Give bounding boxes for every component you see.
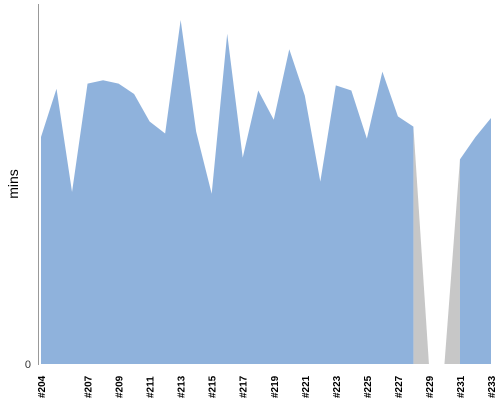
data-point-224[interactable] (348, 88, 354, 94)
duration-area (459, 118, 491, 364)
data-point-228[interactable] (410, 124, 416, 130)
data-point-227[interactable] (395, 113, 401, 119)
x-tick-label[interactable]: #211 (146, 376, 157, 398)
data-point-212[interactable] (162, 131, 168, 137)
y-tick-label: 0 (25, 359, 31, 371)
data-point-216[interactable] (224, 31, 230, 37)
data-point-222[interactable] (317, 179, 323, 185)
data-point-210[interactable] (131, 91, 137, 97)
data-point-223[interactable] (333, 82, 339, 88)
x-tick-label[interactable]: #207 (84, 375, 95, 398)
data-point-211[interactable] (147, 118, 153, 124)
data-point-225[interactable] (364, 136, 370, 142)
failed-segment-230 (444, 159, 460, 364)
x-tick-label[interactable]: #209 (115, 375, 126, 398)
x-tick-labels: #204 #207 #209 #211 #213 #215 #217 #219 #221 #223… (37, 375, 498, 398)
data-point-226[interactable] (379, 69, 385, 75)
data-point-209[interactable] (116, 81, 122, 87)
data-point-220[interactable] (286, 46, 292, 52)
x-tick-label[interactable]: #221 (301, 375, 312, 398)
data-point-233[interactable] (488, 115, 494, 121)
data-point-231[interactable] (457, 156, 463, 162)
plot-area (41, 17, 494, 367)
data-point-229[interactable] (426, 361, 432, 367)
data-point-213[interactable] (178, 17, 184, 23)
x-tick-label[interactable]: #213 (177, 375, 188, 398)
x-tick-label[interactable]: #225 (363, 375, 374, 398)
x-tick-label[interactable]: #215 (208, 375, 219, 398)
data-point-217[interactable] (240, 155, 246, 161)
x-tick-label[interactable]: #219 (270, 375, 281, 398)
data-point-221[interactable] (302, 93, 308, 99)
data-point-218[interactable] (255, 88, 261, 94)
x-tick-label[interactable]: #204 (37, 375, 48, 398)
data-point-205[interactable] (54, 86, 60, 92)
data-point-230[interactable] (441, 361, 447, 367)
data-point-206[interactable] (69, 189, 75, 195)
data-point-232[interactable] (472, 134, 478, 140)
x-tick-label[interactable]: #231 (456, 375, 467, 398)
data-point-207[interactable] (85, 81, 91, 87)
x-tick-label[interactable]: #223 (332, 375, 343, 398)
x-tick-label[interactable]: #233 (487, 375, 498, 398)
data-point-214[interactable] (193, 129, 199, 135)
y-axis-label: mins (5, 169, 21, 199)
x-tick-label[interactable]: #229 (425, 375, 436, 398)
x-tick-label[interactable]: #217 (239, 375, 250, 398)
data-point-215[interactable] (209, 191, 215, 197)
data-point-208[interactable] (100, 77, 106, 83)
failed-segment-228 (413, 126, 429, 364)
data-point-219[interactable] (271, 117, 277, 123)
duration-area (41, 20, 414, 364)
y-tick-labels: 0 (25, 359, 31, 371)
x-tick-label[interactable]: #227 (394, 375, 405, 398)
